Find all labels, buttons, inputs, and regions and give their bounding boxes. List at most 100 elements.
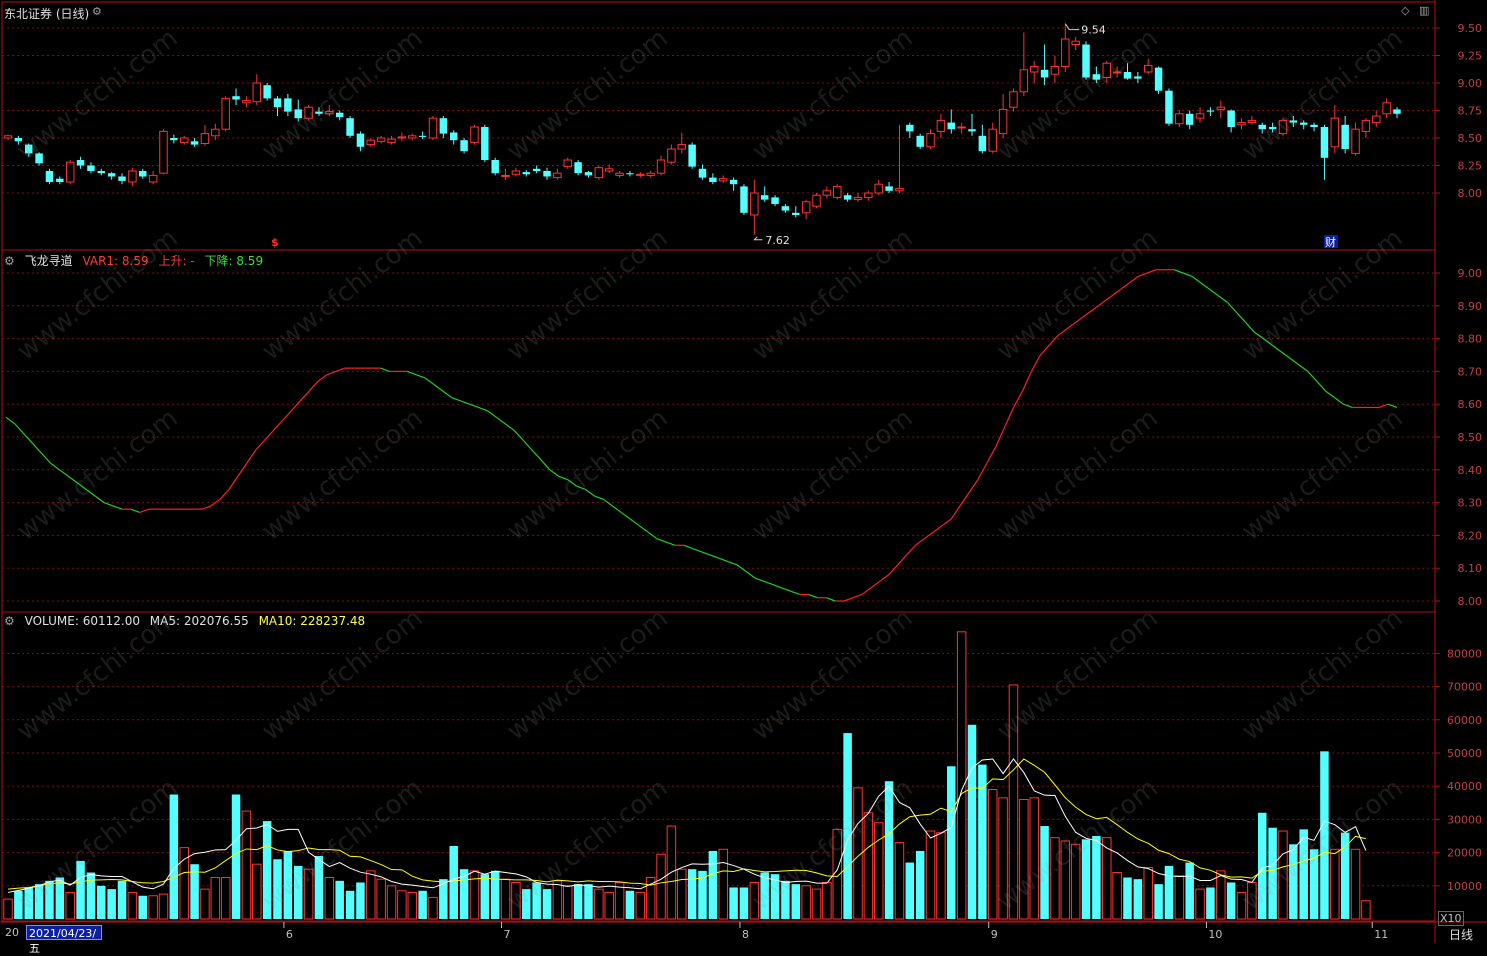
candle-body (926, 133, 935, 148)
indicator-segment (906, 544, 916, 556)
indicator-segment (736, 564, 747, 572)
candle-body (87, 165, 95, 171)
candle-body (273, 98, 282, 108)
candle-body (957, 126, 966, 129)
high-label: 9.54 (1081, 24, 1106, 37)
candle-body (232, 96, 240, 100)
indicator-segment (5, 416, 16, 425)
candle-body (1134, 76, 1142, 79)
month-label: 7 (504, 928, 511, 941)
volume-bar (677, 868, 687, 920)
diamond-icon[interactable]: ◇ (1401, 4, 1410, 17)
indicator-tick-label: 8.60 (1458, 398, 1483, 411)
indicator-segment (1021, 371, 1032, 392)
volume-bar (179, 847, 189, 920)
candle-body (553, 172, 562, 179)
indicator-segment (790, 590, 800, 596)
indicator-segment (504, 423, 515, 431)
volume-bar (791, 884, 801, 919)
volume-bar (1185, 862, 1194, 919)
y-axis-labels: 9.50 9.25 9.00 8.75 8.50 8.25 8.00 9.00 8.90 8.80… (1435, 22, 1482, 893)
candle-body (1071, 40, 1080, 46)
indicator-segment (1039, 344, 1050, 356)
indicator-segment (888, 564, 899, 576)
indicator-segment (692, 547, 702, 553)
volume-bar (34, 884, 44, 919)
volume-tick-label: 70000 (1447, 681, 1482, 694)
indicator-segment (496, 416, 506, 425)
candle-body (998, 108, 1008, 135)
indicator-segment (826, 597, 836, 602)
indicator-segment (513, 430, 524, 441)
volume-bar (1102, 837, 1112, 920)
candle-body (874, 183, 883, 194)
indicator-segment (1129, 275, 1139, 284)
volume-bar (169, 794, 179, 919)
volume-bar (749, 881, 760, 920)
candle-body (376, 137, 386, 142)
indicator-segment (1209, 288, 1220, 297)
indicator-segment (130, 508, 140, 514)
volume-value: VOLUME: 60112.00 (24, 614, 140, 628)
volume-bar (894, 842, 905, 920)
indicator-segment (317, 374, 328, 382)
month-label: 10 (1208, 928, 1222, 941)
volume-bar (86, 872, 96, 919)
indicator-segment (1111, 288, 1121, 297)
volume-bar (1309, 849, 1319, 919)
candle-body (864, 192, 873, 198)
volume-bar (1008, 684, 1019, 920)
candle-body (190, 141, 199, 145)
indicator-segment (103, 502, 114, 507)
indicator-segment (950, 505, 961, 520)
indicator-segment (594, 495, 604, 500)
layout-icon[interactable]: ▥ (1419, 4, 1430, 17)
indicator-segment (1253, 331, 1264, 340)
gear-icon[interactable]: ⚙ (92, 5, 102, 18)
candle-body (1320, 127, 1329, 158)
month-label: 9 (991, 928, 998, 941)
volume-bar (1206, 887, 1215, 919)
candle-body (760, 195, 769, 200)
period-label[interactable]: 日线 (1449, 928, 1474, 942)
volume-bar (345, 890, 355, 919)
candle-body (1040, 69, 1049, 78)
price-tick-label: 8.25 (1458, 160, 1483, 173)
candle-body (532, 168, 541, 171)
indicator-segment (879, 574, 890, 582)
volume-bar (76, 860, 85, 919)
indicator-segment (941, 518, 952, 527)
finance-marker-bg (1324, 235, 1338, 248)
zoom-label[interactable]: X10 (1438, 911, 1464, 926)
candle-body (294, 109, 302, 119)
indicator-segment (1004, 407, 1015, 428)
indicator-segment (246, 449, 257, 464)
candle-body (947, 122, 956, 130)
volume-bar (1050, 837, 1060, 920)
indicator-segment (59, 469, 69, 477)
volume-bar (366, 870, 376, 920)
volume-bar (698, 870, 707, 919)
volume-gear-icon[interactable]: ⚙ (4, 614, 15, 628)
indicator-segment (460, 400, 470, 405)
volume-bar (1081, 839, 1091, 919)
indicator-segment (1334, 397, 1344, 405)
candle-body (242, 100, 251, 104)
indicator-segment (112, 505, 123, 510)
indicator-segment (1200, 282, 1211, 290)
indicator-segment (469, 403, 479, 409)
indicator-gear-icon[interactable]: ⚙ (4, 254, 15, 268)
volume-bar (376, 878, 386, 920)
candle-body (615, 172, 624, 176)
volume-tick-label: 80000 (1447, 647, 1482, 660)
indicator-segment (1120, 282, 1130, 290)
stock-title: 东北证券 (日线) (4, 7, 90, 21)
indicator-segment (1343, 403, 1353, 409)
volume-bar (760, 872, 769, 919)
volume-bar (1257, 812, 1267, 919)
indicator-segment (1102, 295, 1113, 304)
indicator-segment (264, 430, 274, 441)
volume-bar (449, 845, 458, 919)
indicator-segment (959, 492, 970, 507)
